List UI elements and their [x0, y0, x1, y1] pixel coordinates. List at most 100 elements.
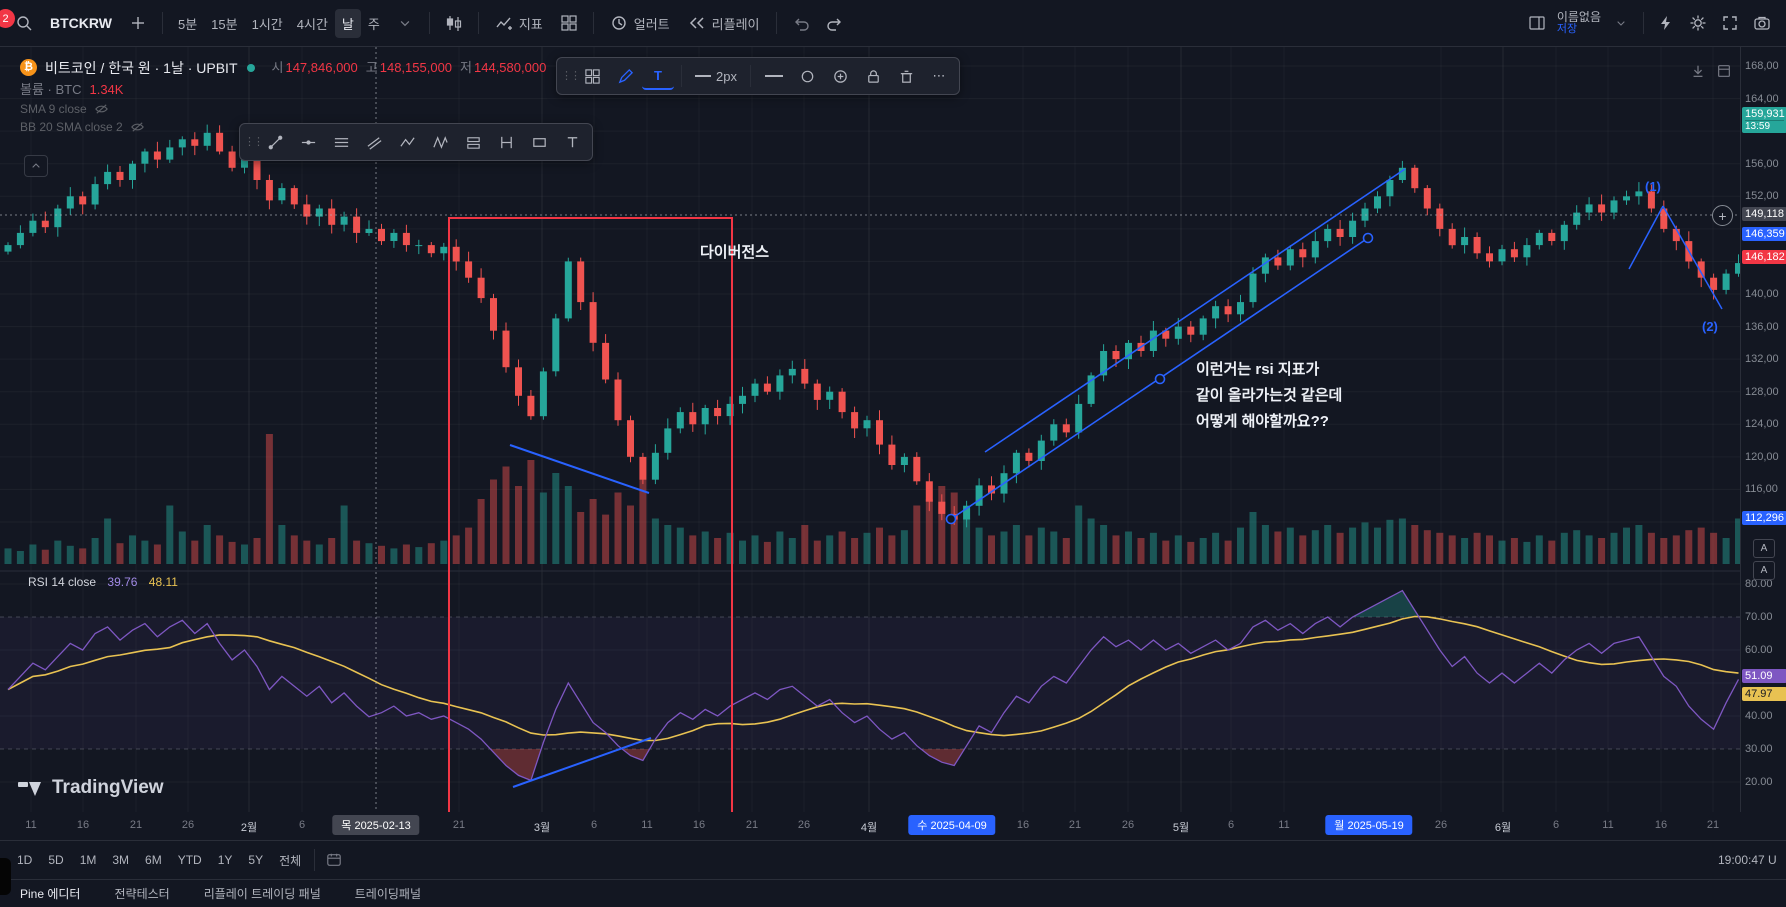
- user-drawings[interactable]: [509, 168, 1723, 788]
- axis-tick: 120,00: [1745, 451, 1779, 463]
- text-format-icon[interactable]: T: [642, 62, 674, 90]
- time-axis[interactable]: 11 16 21 26 2월 6 21 3월 6 11 16 21 26 4월 16 21 26 5월 6 11 26 6…: [0, 812, 1786, 840]
- template-grid-icon[interactable]: [576, 61, 608, 91]
- symbol-button[interactable]: BTCKRW: [50, 15, 112, 31]
- channel-tool-icon[interactable]: [358, 127, 390, 157]
- eye-off-icon[interactable]: [94, 103, 109, 115]
- interval-button-4[interactable]: 날: [334, 8, 361, 38]
- dot-style-icon[interactable]: [791, 61, 823, 91]
- time-tick: 26: [181, 819, 195, 831]
- horizontal-line-tool-icon[interactable]: [292, 127, 324, 157]
- position-tool-icon[interactable]: [457, 127, 489, 157]
- delete-icon[interactable]: [890, 61, 922, 91]
- interval-menu-chevron-icon[interactable]: [389, 7, 421, 39]
- save-label[interactable]: 저장: [1556, 22, 1578, 35]
- range-button-YTD[interactable]: YTD: [177, 853, 202, 867]
- chart-area[interactable]: ₿ 비트코인 / 한국 원 · 1날 · UPBIT 시 147,846,000 고…: [0, 47, 1786, 825]
- rsi-legend[interactable]: RSI 14 close 39.76 48.11: [28, 575, 178, 589]
- add-alert-icon[interactable]: [824, 61, 856, 91]
- interval-button-0[interactable]: 5분: [177, 16, 198, 32]
- interval-button-1[interactable]: 15분: [211, 16, 238, 32]
- chart-style-icon[interactable]: [438, 7, 470, 39]
- add-alert-plus-button[interactable]: +: [1712, 205, 1733, 226]
- text-tool-icon[interactable]: [556, 127, 588, 157]
- divergence-label[interactable]: 다이버전스: [700, 244, 770, 261]
- date-range-tool-icon[interactable]: [490, 127, 522, 157]
- settings-icon[interactable]: [1682, 7, 1714, 39]
- indicators-button[interactable]: 지표: [487, 9, 551, 38]
- range-button-전체[interactable]: 전체: [279, 853, 302, 868]
- manage-layouts-icon[interactable]: [1521, 7, 1553, 39]
- compare-add-icon[interactable]: [122, 7, 154, 39]
- toolbar-separator: [1643, 12, 1644, 34]
- tradingview-logo[interactable]: TradingView: [18, 777, 164, 799]
- drawing-settings-toolbar[interactable]: ⋮⋮ T 2px: [556, 57, 960, 95]
- more-options-icon[interactable]: ⋯: [932, 68, 946, 83]
- legend-collapse-button[interactable]: [24, 155, 48, 177]
- trend-line-tool-icon[interactable]: [259, 127, 291, 157]
- wave-2-label[interactable]: (2): [1702, 319, 1718, 334]
- drawing-tools-toolbar[interactable]: ⋮⋮: [239, 123, 593, 161]
- price-axis[interactable]: A A 168,00 164,00 156,00 152,00 140,00 136,00…: [1740, 47, 1786, 812]
- alert-clock-icon: [612, 16, 626, 30]
- snapshot-camera-icon[interactable]: [1746, 7, 1778, 39]
- bottom-tab-1[interactable]: 전략테스터: [114, 887, 170, 901]
- layout-name-button[interactable]: 이름없음 저장: [1553, 9, 1605, 37]
- chart-canvas[interactable]: [0, 47, 1740, 812]
- ohlc-value: 144,580,000: [474, 60, 547, 75]
- range-button-5D[interactable]: 5D: [48, 853, 64, 867]
- indicator-row-0[interactable]: SMA 9 close: [20, 103, 546, 115]
- drag-handle[interactable]: ⋮⋮: [561, 69, 581, 82]
- layout-grid-icon[interactable]: [553, 7, 585, 39]
- axis-tick: 164,00: [1745, 93, 1779, 105]
- axis-tick: 136,00: [1745, 321, 1779, 333]
- scroll-to-latest-icon[interactable]: [1686, 59, 1710, 83]
- xabcd-pattern-tool-icon[interactable]: [424, 127, 456, 157]
- range-button-3M[interactable]: 3M: [112, 853, 130, 867]
- fullscreen-icon[interactable]: [1714, 7, 1746, 39]
- zigzag-pattern-tool-icon[interactable]: [391, 127, 423, 157]
- undo-button[interactable]: [785, 7, 817, 39]
- price-badge-2: 146,359: [1742, 227, 1786, 241]
- interval-button-5[interactable]: 주: [367, 16, 380, 32]
- quick-search-icon[interactable]: [1650, 7, 1682, 39]
- line-width-button[interactable]: 2px: [689, 61, 743, 91]
- symbol-title-row[interactable]: ₿ 비트코인 / 한국 원 · 1날 · UPBIT 시 147,846,000 고…: [20, 59, 546, 76]
- parallel-lines-tool-icon[interactable]: [325, 127, 357, 157]
- range-button-1Y[interactable]: 1Y: [217, 853, 233, 867]
- indicator-row-1[interactable]: BB 20 SMA close 2: [20, 121, 546, 133]
- alert-button[interactable]: 얼러트: [602, 9, 678, 38]
- layout-chevron-icon[interactable]: [1605, 7, 1637, 39]
- go-to-date-icon[interactable]: [321, 847, 347, 873]
- toolbar-separator: [314, 849, 316, 871]
- redo-button[interactable]: [819, 7, 851, 39]
- rsi-overbought-fill: [8, 590, 1739, 617]
- rectangle-tool-icon[interactable]: [523, 127, 555, 157]
- lock-icon[interactable]: [857, 61, 889, 91]
- interval-button-3[interactable]: 4시간: [296, 16, 328, 32]
- range-button-1M[interactable]: 1M: [79, 853, 97, 867]
- range-button-5Y[interactable]: 5Y: [248, 853, 264, 867]
- wave-1-label[interactable]: (1): [1645, 179, 1661, 194]
- bottom-tab-3[interactable]: 트레이딩패널: [354, 887, 422, 901]
- question-annotation[interactable]: 이런거는 rsi 지표가 같이 올라가는것 같은데 어떻게 해야할까요??: [1196, 357, 1342, 435]
- clock[interactable]: 19:00:47 U: [1718, 853, 1777, 867]
- eye-off-icon[interactable]: [130, 121, 145, 133]
- interval-button-2[interactable]: 1시간: [251, 16, 283, 32]
- bottom-tab-0[interactable]: Pine 에디터: [20, 880, 80, 907]
- drag-handle[interactable]: ⋮⋮: [244, 135, 264, 148]
- volume-row[interactable]: 볼륨 · BTC 1.34K: [20, 83, 546, 96]
- range-button-6M[interactable]: 6M: [145, 853, 162, 867]
- scale-settings-button[interactable]: A: [1753, 561, 1775, 580]
- axis-tick: 116,00: [1745, 483, 1778, 495]
- range-button-1D[interactable]: 1D: [17, 853, 33, 867]
- bottom-tab-2[interactable]: 리플레이 트레이딩 패널: [203, 887, 321, 901]
- line-style-icon[interactable]: [758, 61, 790, 91]
- symbol-search-icon[interactable]: [8, 7, 40, 39]
- pane-maximize-icon[interactable]: [1712, 59, 1736, 83]
- replay-button[interactable]: 리플레이: [680, 9, 768, 38]
- time-tick: 11: [1278, 819, 1290, 831]
- candles: [4, 124, 1740, 528]
- auto-scale-button[interactable]: A: [1753, 539, 1775, 558]
- pencil-tool-icon[interactable]: [609, 61, 641, 91]
